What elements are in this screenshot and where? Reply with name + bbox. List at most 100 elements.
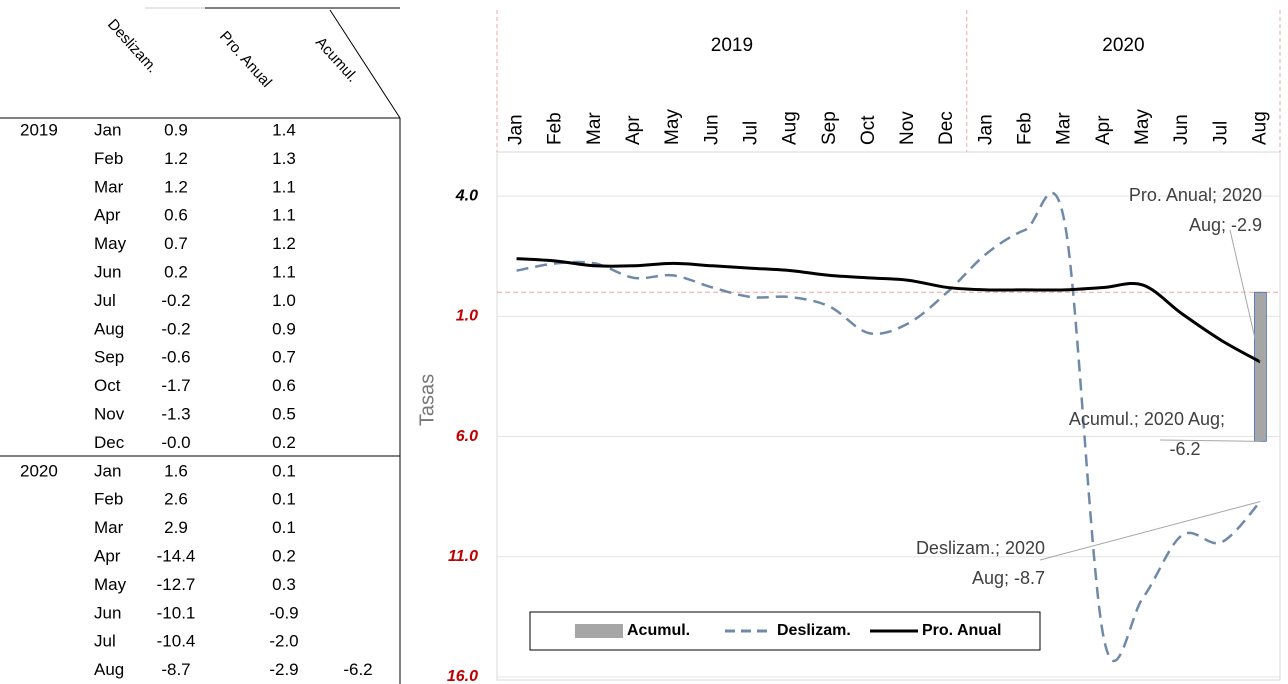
table-cell: Jun	[94, 262, 121, 281]
x-tick-label: Mar	[584, 112, 605, 145]
table-cell: Feb	[94, 149, 123, 168]
x-tick-label: Aug	[780, 111, 801, 145]
table-cell: May	[94, 575, 127, 594]
table-cell: Jan	[94, 461, 121, 480]
legend: Acumul. Deslizam. Pro. Anual	[529, 611, 1041, 651]
legend-label: Deslizam.	[777, 622, 851, 639]
table-cell: 0.6	[272, 376, 296, 395]
year-label: 2020	[1102, 35, 1144, 56]
table-cell: -8.7	[161, 660, 190, 679]
legend-swatch	[575, 624, 623, 638]
table-cell: Jul	[94, 291, 116, 310]
table-cell: -0.9	[269, 603, 298, 622]
table-cell: -0.2	[161, 291, 190, 310]
x-tick-label: Aug	[1249, 111, 1270, 145]
table-cell: 0.1	[272, 490, 296, 509]
table-cell: 0.9	[164, 120, 188, 139]
data-label: -6.2	[1169, 439, 1200, 459]
column-header: Pro. Anual	[216, 28, 275, 91]
table-cell: Feb	[94, 490, 123, 509]
x-tick-label: May	[662, 109, 683, 145]
table-cell: Sep	[94, 348, 124, 367]
table-cell: 1.2	[164, 177, 188, 196]
data-label: Acumul.; 2020 Aug;	[1069, 409, 1225, 429]
table-cell: May	[94, 234, 127, 253]
table-cell: Aug	[94, 319, 124, 338]
table-cell: 0.7	[272, 348, 296, 367]
table-cell: Apr	[94, 546, 121, 565]
y-tick-label: 1.0	[456, 308, 478, 325]
leader-line	[1159, 439, 1261, 442]
leader-line	[1229, 229, 1261, 363]
x-tick-label: Feb	[545, 112, 566, 145]
table-cell: -0.6	[161, 348, 190, 367]
y-tick-label: 16.0	[447, 668, 478, 684]
x-tick-label: Jul	[740, 121, 761, 145]
table-cell: Aug	[94, 660, 124, 679]
table-cell: Jun	[94, 603, 121, 622]
column-header: Deslizam.	[104, 16, 161, 76]
table-cell: -1.7	[161, 376, 190, 395]
table-cell: -0.2	[161, 319, 190, 338]
legend-box	[529, 611, 1041, 651]
table-cell: 2020	[20, 461, 58, 480]
table-cell: 1.0	[272, 291, 296, 310]
table-cell: 0.2	[272, 433, 296, 452]
x-tick-label: Nov	[897, 111, 918, 145]
y-tick-label: 11.0	[448, 548, 478, 565]
table-cell: Oct	[94, 376, 121, 395]
table-cell: Nov	[94, 404, 125, 423]
table-cell: 1.2	[272, 234, 296, 253]
x-tick-label: Jan	[975, 114, 996, 145]
table-cell: 0.3	[272, 575, 296, 594]
x-tick-label: Jun	[701, 114, 722, 145]
table-cell: 0.2	[164, 262, 188, 281]
table-cell: -12.7	[157, 575, 196, 594]
x-tick-label: Feb	[1015, 112, 1036, 145]
table-cell: 2.9	[164, 518, 188, 537]
table-cell: 0.9	[272, 319, 296, 338]
table-cell: 1.6	[164, 461, 188, 480]
x-tick-label: Apr	[1093, 115, 1114, 145]
table-cell: -10.1	[157, 603, 196, 622]
table-cell: 1.1	[272, 206, 296, 225]
table-cell: Apr	[94, 206, 121, 225]
data-label: Aug; -2.9	[1189, 215, 1262, 235]
table-cell: 2.6	[164, 490, 188, 509]
table-cell: -2.9	[269, 660, 298, 679]
series-line	[516, 257, 1262, 364]
table-cell: -0.0	[161, 433, 190, 452]
table-cell: 0.6	[164, 206, 188, 225]
year-label: 2019	[711, 35, 753, 56]
table-cell: 1.2	[164, 149, 188, 168]
table-cell: Mar	[94, 177, 124, 196]
table-cell: 0.1	[272, 518, 296, 537]
x-tick-label: Dec	[936, 111, 957, 145]
x-tick-label: Mar	[1054, 112, 1075, 145]
table-cell: 1.3	[272, 149, 296, 168]
y-tick-label: 4.0	[455, 187, 478, 204]
table-cell: 1.4	[272, 120, 296, 139]
table-cell: 0.7	[164, 234, 188, 253]
table-cell: 0.1	[272, 461, 296, 480]
x-tick-label: Jan	[506, 114, 527, 145]
table-cell: 2019	[20, 120, 58, 139]
table-cell: Dec	[94, 433, 125, 452]
table-diagonal	[329, 9, 401, 119]
table-cell: 0.5	[272, 404, 296, 423]
table-cell: -10.4	[157, 632, 196, 651]
table-cell: 1.1	[272, 262, 296, 281]
series-line	[516, 191, 1262, 663]
x-tick-label: Oct	[858, 115, 879, 145]
column-header: Acumul.	[312, 34, 361, 86]
x-tick-label: Apr	[623, 115, 644, 145]
table-cell: Jan	[94, 120, 121, 139]
table-cell: -14.4	[157, 546, 196, 565]
table-cell: -1.3	[161, 404, 190, 423]
y-axis-label: Tasas	[416, 374, 438, 426]
data-label: Aug; -8.7	[972, 568, 1045, 588]
table-cell: 1.1	[272, 177, 296, 196]
x-tick-label: Jun	[1171, 114, 1192, 145]
leader-line	[1039, 500, 1261, 561]
